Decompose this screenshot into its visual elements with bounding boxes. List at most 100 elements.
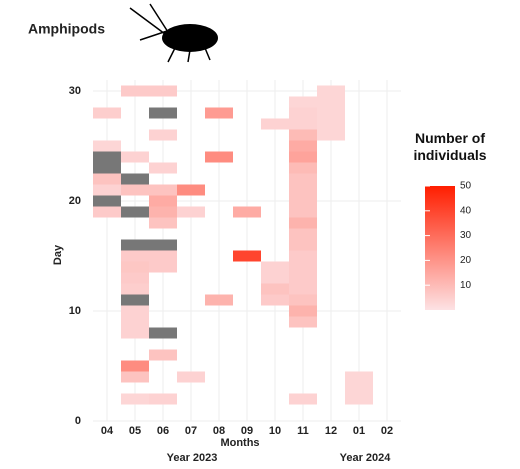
tile [149,85,177,97]
x-tick-label: 09 [241,425,253,437]
tile [177,184,205,196]
tile [317,107,345,119]
tile [121,261,149,273]
tile [149,239,177,251]
tile [289,140,317,152]
tile [289,294,317,306]
tile [93,162,121,174]
y-tick-label: 0 [75,415,81,427]
tile [289,184,317,196]
tile [289,195,317,207]
tile [149,217,177,229]
tile [93,195,121,207]
colorbar-tick-label: 30 [460,230,472,241]
y-tick-label: 20 [69,195,81,207]
x-tick-label: 07 [185,425,197,437]
x-tick-label: 08 [213,425,225,437]
tile [149,327,177,339]
tile [289,239,317,251]
tile [289,129,317,141]
legend-title: Number of individuals [413,130,487,163]
tile [289,316,317,328]
tile [289,173,317,185]
y-axis-label: Day [52,244,64,265]
x-tick-label: 12 [325,425,337,437]
x-tick-label: 10 [269,425,281,437]
tile [93,184,121,196]
tile [261,283,289,295]
tile [121,371,149,383]
tile [289,118,317,130]
tile [121,294,149,306]
icon [129,3,218,63]
tile [93,206,121,218]
tile [317,85,345,97]
tile [121,239,149,251]
tile [93,151,121,163]
tile [345,393,373,405]
tile [121,250,149,262]
x-tick-label: 04 [101,425,114,437]
tile [345,382,373,394]
tile [121,283,149,295]
tile [121,327,149,339]
tile [261,118,289,130]
colorbar-tick-label: 10 [460,280,472,291]
tile [121,184,149,196]
tile [121,206,149,218]
tile [121,316,149,328]
tile [121,360,149,372]
tile [205,151,233,163]
colorbar-tick-label: 50 [460,181,472,192]
chart-title: Amphipods [28,21,105,37]
tile [289,206,317,218]
tile [93,140,121,152]
tile [289,107,317,119]
tile [149,250,177,262]
tile [177,206,205,218]
y-tick-label: 10 [69,305,81,317]
x-tick-label: 06 [157,425,169,437]
tile [289,305,317,317]
tile [317,118,345,130]
x-tick-label: 05 [129,425,141,437]
tile [289,151,317,163]
tile [289,272,317,284]
tile [149,129,177,141]
tile [93,107,121,119]
tile [121,173,149,185]
tile [345,371,373,383]
tile [149,393,177,405]
tile [149,162,177,174]
tile [149,261,177,273]
tile [261,272,289,284]
y-tick-label: 30 [69,85,81,97]
tile [289,283,317,295]
year-label: Year 2024 [340,452,392,464]
tile [233,206,261,218]
tile [149,107,177,119]
x-tick-label: 11 [297,425,309,437]
colorbar-tick-label: 20 [460,255,472,266]
tile [205,107,233,119]
tile [93,173,121,185]
x-tick-label: 02 [381,425,393,437]
tile [289,228,317,240]
tile [261,294,289,306]
x-axis-label: Months [220,437,259,449]
colorbar-tick-label: 40 [460,205,472,216]
colorbar [425,186,455,310]
x-tick-label: 01 [353,425,365,437]
tile [149,195,177,207]
tile [233,250,261,262]
tile [289,217,317,229]
tile [121,272,149,284]
tile [149,206,177,218]
tile [149,184,177,196]
tile [177,371,205,383]
tile [121,305,149,317]
tile [149,349,177,361]
tile [121,393,149,405]
tile [289,96,317,108]
